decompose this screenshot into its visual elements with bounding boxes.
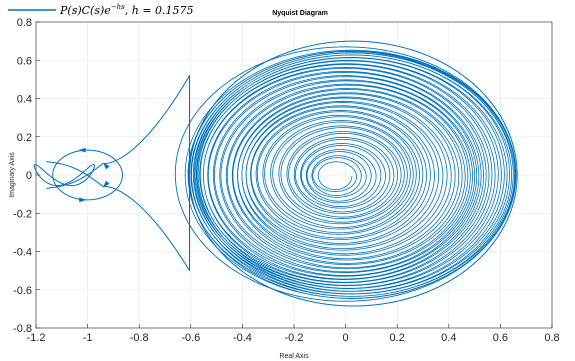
- outer-lower-branch: [103, 174, 518, 307]
- y-tick-label: 0.4: [17, 94, 32, 106]
- x-tick-label: 0.6: [493, 332, 508, 344]
- x-axis-label: Real Axis: [279, 353, 309, 360]
- x-tick-label: -0.4: [233, 332, 252, 344]
- y-tick-label: -0.4: [13, 247, 32, 259]
- x-tick-label: -0.2: [285, 332, 304, 344]
- arrow-marker: [102, 162, 110, 170]
- tick-labels: -1.2 -1 -0.8 -0.6 -0.4 -0.2 0 0.2 0.4 0.6 0.8 0.8 0.…: [13, 17, 560, 344]
- y-axis-label: Imaginary Axis: [9, 152, 16, 198]
- x-tick-label: 0: [343, 332, 349, 344]
- legend-exponent: −hs: [111, 3, 125, 11]
- y-tick-label: -0.2: [13, 208, 32, 220]
- legend-expr: P(s)C(s)e: [59, 4, 111, 17]
- x-tick-label: -1: [83, 332, 93, 344]
- inner-cross-b: [46, 161, 104, 187]
- x-tick-label: 0.4: [441, 332, 456, 344]
- nyquist-series: [33, 40, 518, 307]
- arrow-marker: [79, 197, 87, 203]
- y-tick-label: 0.2: [17, 132, 32, 144]
- legend-param: , h = 0.1575: [125, 4, 194, 17]
- legend-label: P(s)C(s)e−hs, h = 0.1575: [59, 3, 194, 17]
- y-tick-label: 0: [26, 170, 32, 182]
- arrow-marker: [78, 147, 86, 153]
- arrow-marker: [102, 180, 110, 188]
- inner-cross-a: [46, 163, 104, 189]
- x-tick-label: -0.6: [181, 332, 200, 344]
- x-tick-label: 0.2: [390, 332, 405, 344]
- inner-loop-lobe: [33, 163, 95, 187]
- chart-title: Nyquist Diagram: [272, 10, 328, 17]
- y-tick-label: 0.6: [17, 55, 32, 67]
- spiral-curve: [184, 49, 517, 299]
- y-tick-label: -0.6: [13, 285, 32, 297]
- inner-loop-circle: [52, 149, 123, 201]
- y-tick-label: -0.8: [13, 323, 32, 335]
- x-tick-label: 0.8: [544, 332, 559, 344]
- outer-loop-2: [174, 46, 517, 302]
- plot-area-frame: [35, 21, 553, 329]
- x-tick-label: -0.8: [130, 332, 149, 344]
- legend: P(s)C(s)e−hs, h = 0.1575: [8, 3, 194, 17]
- x-tick-label: -1.2: [27, 332, 46, 344]
- outer-upper-branch: [103, 40, 518, 176]
- y-tick-label: 0.8: [17, 17, 32, 29]
